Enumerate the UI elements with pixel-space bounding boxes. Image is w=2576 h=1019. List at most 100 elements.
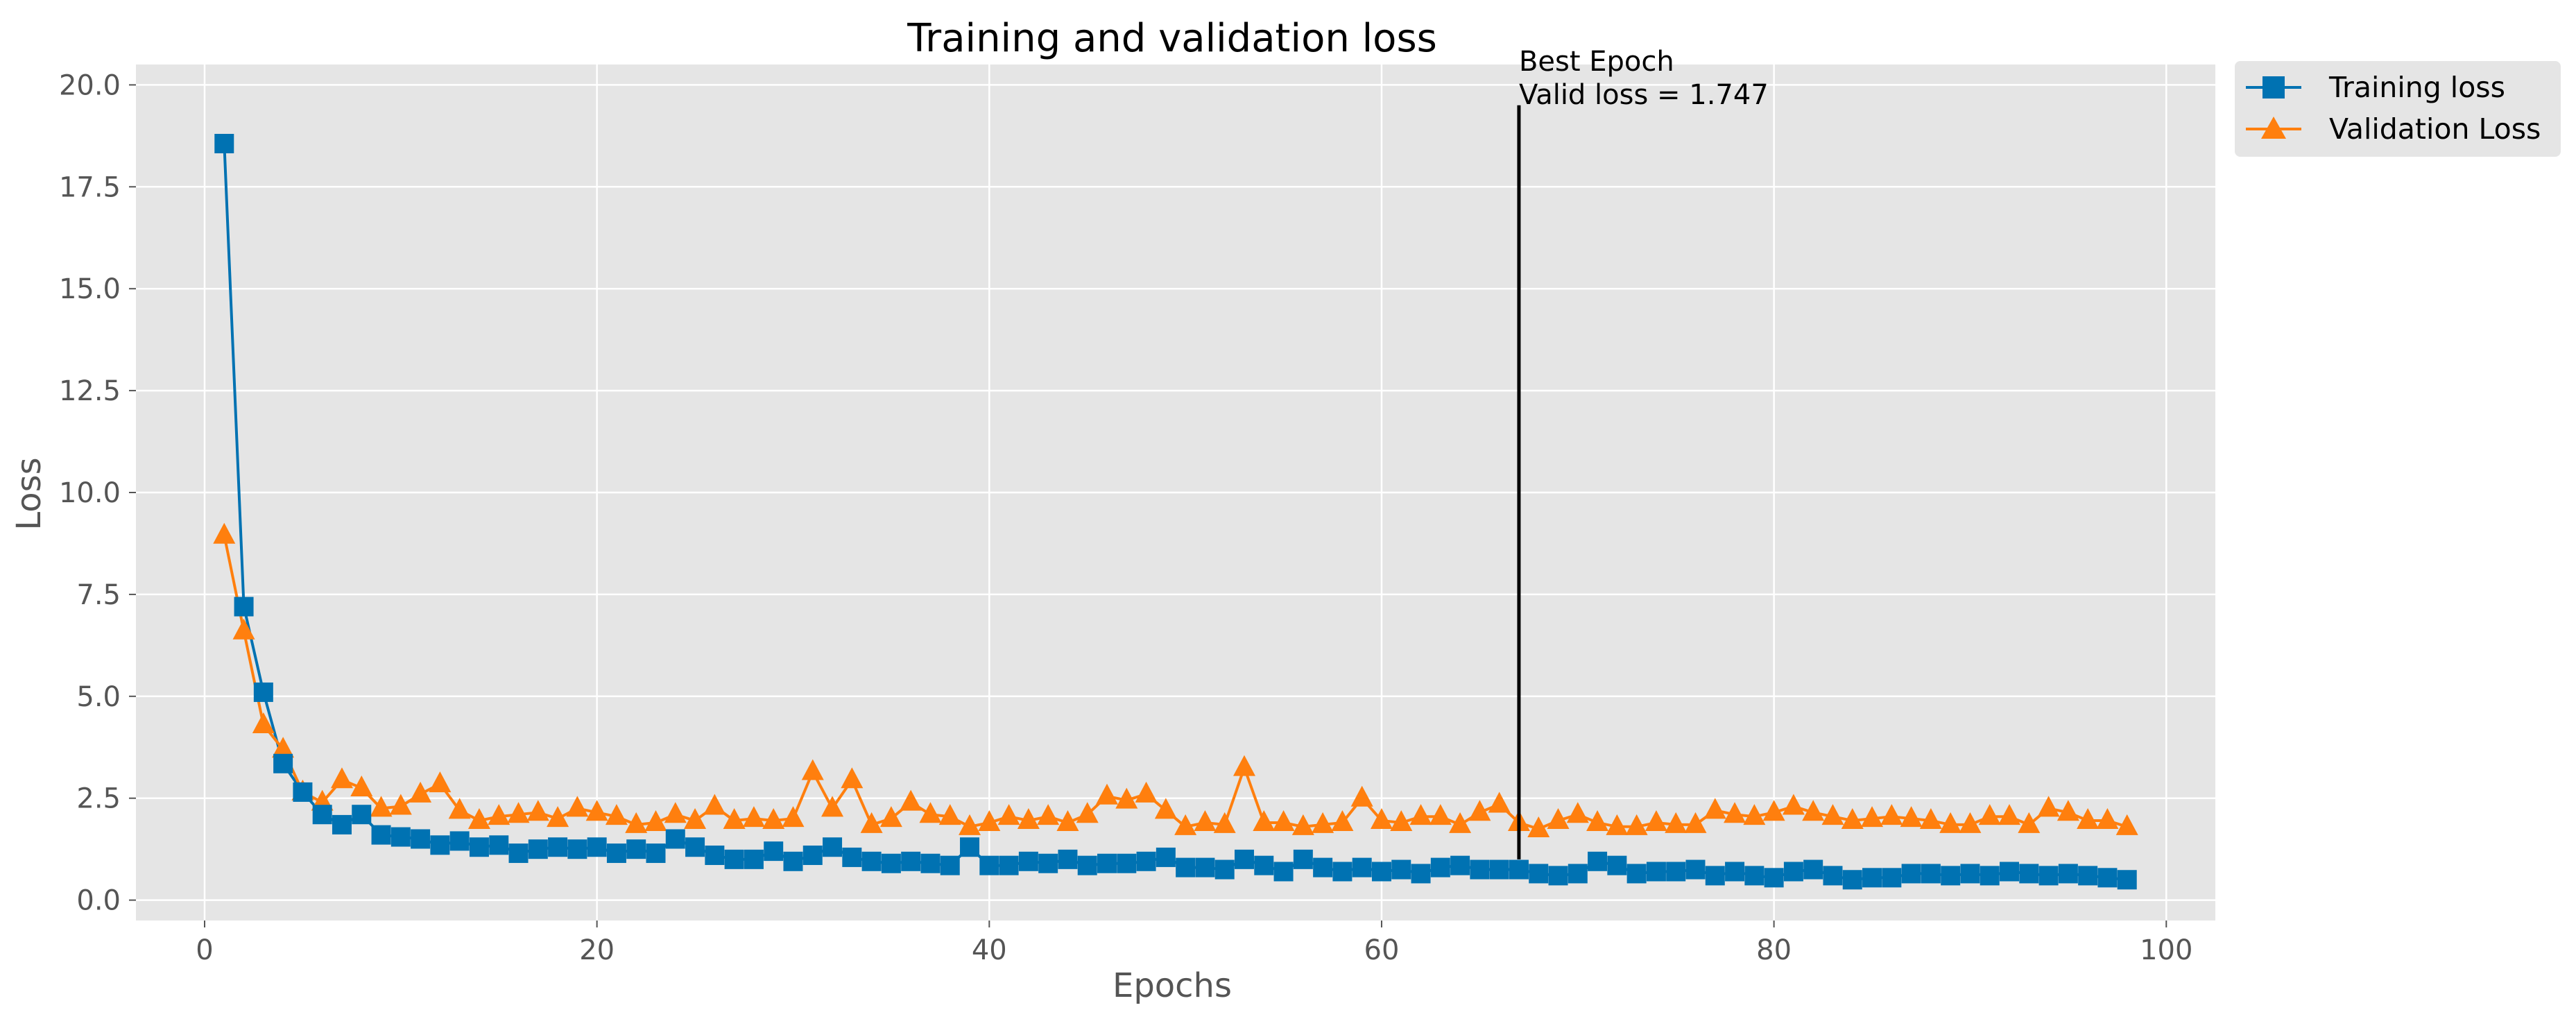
validation-loss-point: [723, 808, 746, 830]
training-loss-point: [1156, 847, 1176, 867]
y-axis-label: Loss: [10, 457, 49, 530]
training-loss-point: [2019, 864, 2039, 884]
validation-loss-point: [938, 804, 961, 825]
validation-loss-point: [959, 814, 981, 835]
best-epoch-label: Best Epoch: [1519, 46, 1674, 78]
y-tick-label: 15.0: [59, 273, 121, 305]
training-loss-point: [1960, 864, 1980, 884]
training-loss-point: [1411, 864, 1431, 884]
training-loss-point: [1489, 859, 1509, 880]
training-loss-point: [1352, 857, 1372, 877]
training-loss-point: [940, 855, 960, 875]
validation-loss-point: [1802, 800, 1825, 821]
training-loss-point: [764, 841, 784, 862]
training-loss-point: [1626, 864, 1647, 884]
validation-loss-point: [1429, 804, 1452, 825]
training-loss-point: [1293, 849, 1313, 869]
training-loss-point: [1588, 851, 1608, 871]
training-loss-point: [1371, 862, 1391, 882]
validation-loss-point: [1409, 804, 1432, 825]
training-loss-point: [999, 855, 1019, 875]
training-loss-point: [606, 844, 626, 864]
training-loss-point: [920, 853, 941, 873]
training-loss-point: [1176, 857, 1196, 877]
legend-box: [2235, 61, 2561, 157]
legend-training-label: Training loss: [2328, 71, 2505, 104]
validation-loss-point: [1861, 806, 1884, 828]
validation-loss-point: [1880, 804, 1903, 825]
training-loss-point: [273, 753, 293, 773]
training-loss-point: [352, 805, 372, 825]
validation-loss-point: [664, 802, 687, 823]
validation-loss-point: [742, 806, 765, 828]
training-loss-point: [1214, 859, 1235, 880]
series: [213, 133, 2138, 890]
training-loss-point: [548, 837, 568, 857]
training-loss-point: [901, 851, 921, 871]
validation-loss-point: [1665, 812, 1688, 833]
training-loss-point: [1509, 859, 1529, 880]
training-loss-point: [979, 855, 999, 875]
validation-loss-point: [1096, 783, 1119, 805]
training-loss-point: [1607, 855, 1627, 875]
y-tick-label: 12.5: [59, 375, 121, 407]
axis-ticks: 0 20 40 60 80 100 0.0 2.5 5.0 7.5 10.0 12.5 15.0 17.5…: [59, 69, 2193, 966]
training-loss-point: [1254, 855, 1274, 875]
validation-loss-point: [1115, 787, 1138, 809]
training-loss-point: [2117, 870, 2137, 890]
validation-loss-point: [448, 798, 471, 819]
validation-loss-point: [900, 789, 922, 811]
training-loss-point: [312, 805, 332, 825]
training-loss-point: [214, 133, 234, 153]
training-loss-point: [960, 837, 980, 857]
validation-loss-point: [1762, 800, 1785, 821]
training-loss-point: [469, 837, 489, 857]
y-tick-label: 5.0: [76, 681, 121, 713]
validation-loss-point: [1194, 810, 1217, 831]
training-loss-point: [1529, 864, 1549, 884]
y-tick-label: 17.5: [59, 171, 121, 203]
validation-loss-point: [2115, 814, 2138, 835]
training-loss-point: [1195, 857, 1215, 877]
validation-loss-point: [2056, 800, 2079, 821]
legend-validation-label: Validation Loss: [2329, 112, 2541, 146]
validation-loss-point: [2037, 796, 2060, 817]
validation-loss-point: [1390, 810, 1413, 831]
training-loss-point: [802, 845, 823, 865]
validation-loss-point: [605, 804, 628, 825]
validation-loss-point: [467, 808, 490, 830]
validation-loss-point: [488, 804, 510, 825]
y-tick-label: 10.0: [59, 477, 121, 509]
validation-loss-point: [389, 794, 412, 815]
training-loss-point: [332, 814, 352, 834]
training-loss-point: [823, 837, 843, 857]
validation-loss-point: [1566, 802, 1589, 823]
validation-loss-point: [879, 806, 902, 828]
training-loss-point: [489, 835, 509, 855]
training-loss-point: [881, 853, 901, 873]
x-tick-label: 80: [1756, 934, 1792, 966]
training-loss-point: [567, 839, 587, 859]
training-loss-point: [1744, 866, 1764, 886]
x-tick-label: 20: [579, 934, 615, 966]
validation-loss-point: [1782, 794, 1805, 815]
validation-loss-point: [1253, 810, 1276, 831]
training-loss-point: [1764, 868, 1784, 888]
validation-loss-point: [330, 767, 353, 789]
training-loss-point: [1470, 859, 1490, 880]
training-loss-point: [1058, 849, 1078, 869]
validation-loss-point: [1625, 814, 1648, 835]
validation-loss-point: [1370, 808, 1393, 830]
validation-loss-point: [1586, 810, 1609, 831]
grid: [136, 65, 2215, 920]
best-epoch-valid-loss-label: Valid loss = 1.747: [1519, 79, 1769, 111]
training-loss-point: [1038, 853, 1058, 873]
training-loss-point: [1941, 866, 1961, 886]
validation-loss-point: [1978, 804, 2001, 825]
validation-loss-point: [1645, 810, 1667, 831]
training-loss-point: [1685, 859, 1706, 880]
legend-validation-marker: [2261, 117, 2286, 139]
training-loss-point: [1901, 864, 1921, 884]
training-loss-point: [1097, 853, 1117, 873]
validation-loss-point: [1488, 791, 1511, 813]
